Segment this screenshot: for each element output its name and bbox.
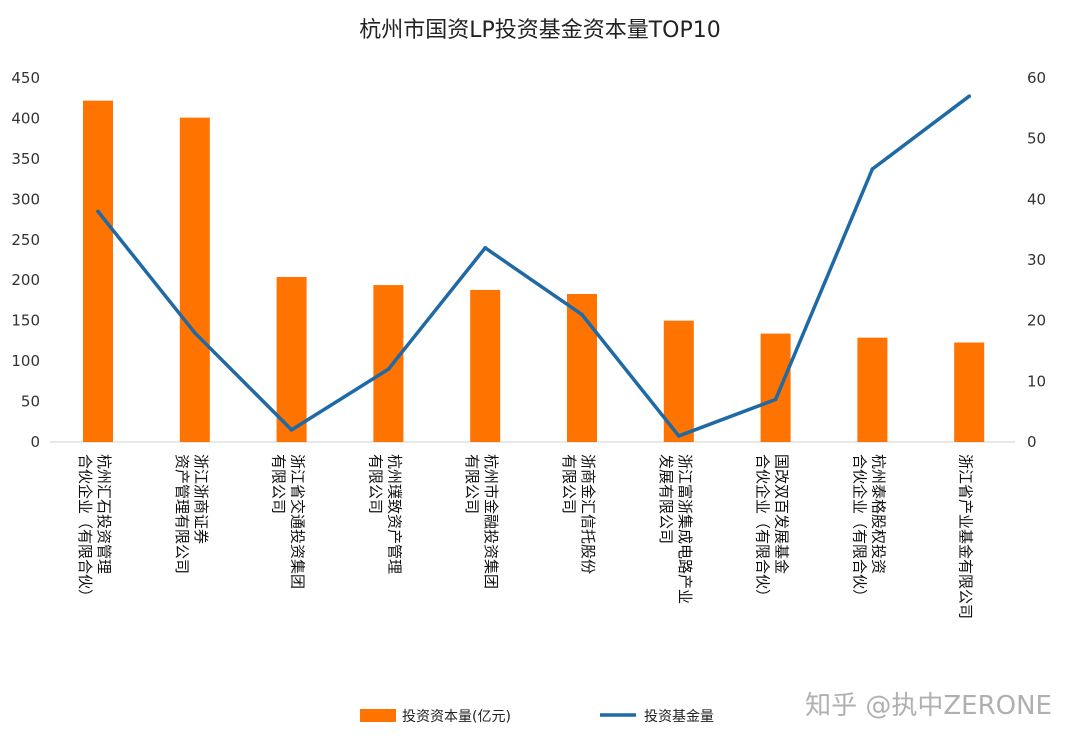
line-point	[193, 331, 197, 335]
legend-label-bar: 投资资本量(亿元)	[402, 709, 511, 725]
category-label: 有限公司	[463, 454, 481, 514]
bar	[857, 337, 888, 442]
left-axis-tick-label: 100	[11, 352, 40, 370]
bar	[373, 285, 404, 442]
left-axis-ticks: 0 50 100 150 200 250 300 350 400 450	[11, 69, 40, 451]
legend-label-line: 投资基金量	[644, 708, 714, 725]
left-axis-tick-label: 150	[11, 312, 40, 330]
bar	[567, 293, 597, 442]
left-axis-tick-label: 350	[11, 150, 40, 168]
category-label: 杭州泰格股权投资	[869, 454, 887, 574]
bar-series	[83, 100, 985, 442]
line-point	[580, 312, 584, 317]
category-label: 浙江浙商证券	[192, 454, 210, 544]
left-axis-tick-label: 400	[11, 109, 40, 127]
category-label: 浙江富浙集成电路产业	[676, 454, 694, 604]
bar	[470, 289, 501, 442]
chart-title: 杭州市国资LP投资基金资本量TOP10	[359, 18, 721, 43]
line-point	[870, 167, 875, 171]
bar	[276, 276, 307, 442]
category-label: 发展有限公司	[657, 454, 675, 544]
left-axis-tick-label: 300	[11, 190, 40, 208]
legend: 投资资本量(亿元) 投资基金量	[360, 708, 714, 725]
category-label: 资产管理有限公司	[173, 454, 191, 574]
line-point	[96, 209, 100, 214]
series-line	[96, 94, 971, 438]
watermark: 知乎 @执中ZERONE	[805, 691, 1052, 721]
line-point	[967, 94, 971, 98]
category-label: 杭州璞致资产管理	[385, 454, 403, 574]
line-point	[773, 397, 778, 402]
bar	[83, 100, 113, 442]
right-axis-tick-label: 50	[1027, 130, 1046, 148]
bar	[179, 117, 210, 442]
right-axis-tick-label: 40	[1027, 190, 1046, 208]
left-axis-tick-label: 450	[11, 69, 40, 87]
right-axis-tick-label: 20	[1027, 312, 1046, 330]
right-axis-tick-label: 60	[1027, 69, 1046, 87]
right-axis-tick-label: 0	[1027, 433, 1037, 451]
legend-swatch-bar	[360, 709, 396, 722]
line-point	[289, 428, 294, 432]
right-axis-tick-label: 10	[1027, 372, 1046, 390]
category-label: 合伙企业（有限合伙）	[76, 454, 94, 604]
left-axis-tick-label: 250	[11, 231, 40, 249]
right-axis-ticks: 0 10 20 30 40 50 60	[1027, 69, 1046, 451]
category-label: 杭州市金融投资集团	[482, 454, 500, 589]
right-axis-tick-label: 30	[1027, 251, 1046, 269]
left-axis-tick-label: 200	[11, 271, 40, 289]
category-label: 浙商金汇信托股份	[579, 454, 597, 574]
category-label: 合伙企业（有限合伙）	[754, 454, 772, 604]
category-label: 浙江省产业基金有限公司	[957, 454, 975, 619]
category-label: 国改双百发展基金	[773, 454, 791, 574]
bar	[760, 333, 791, 442]
bar	[954, 342, 985, 442]
line-point	[677, 434, 681, 438]
category-label: 有限公司	[366, 454, 384, 514]
left-axis-tick-label: 50	[21, 393, 40, 411]
category-label: 有限公司	[270, 454, 288, 514]
line-series	[96, 94, 971, 438]
category-label: 有限公司	[560, 454, 578, 514]
line-point	[483, 246, 488, 250]
category-label: 杭州汇石投资管理	[95, 454, 113, 574]
category-label: 浙江省交通投资集团	[289, 454, 307, 589]
line-point	[386, 367, 391, 372]
category-label: 合伙企业（有限合伙）	[850, 454, 868, 604]
left-axis-tick-label: 0	[30, 433, 40, 451]
